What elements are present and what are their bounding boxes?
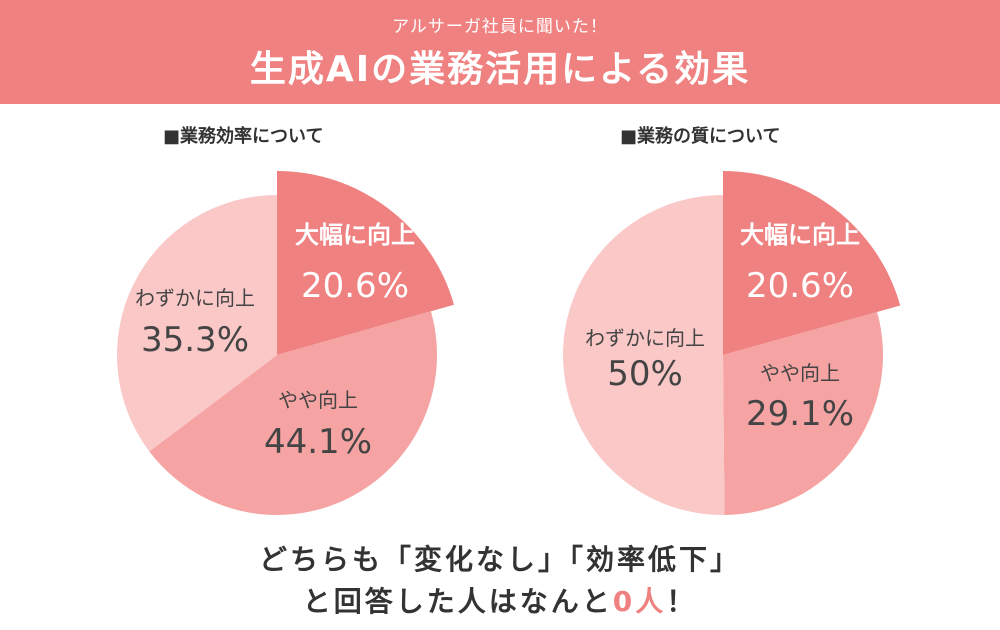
pie-value-label-1-1: 20.6% xyxy=(301,266,409,306)
footer-line-2-prefix: と回答した人はなんと xyxy=(302,585,613,618)
pie-value-label-1-3: 35.3% xyxy=(141,320,249,360)
pie-category-label-1-2: やや向上 xyxy=(278,388,358,412)
pie-category-label-2-2: やや向上 xyxy=(760,361,840,385)
chart-title-quality: ■業務の質について xyxy=(620,126,781,147)
footer-line-2: と回答した人はなんと0人！ xyxy=(0,580,1000,620)
pie-value-label-1-2: 44.1% xyxy=(264,422,372,462)
pie-value-label-2-1: 20.6% xyxy=(746,266,854,306)
pie-category-label-1-3: わずかに向上 xyxy=(135,286,255,310)
header-subtitle: アルサーガ社員に聞いた！ xyxy=(392,17,608,37)
pie-slice-2-1 xyxy=(723,171,901,355)
pie-category-label-1-1: 大幅に向上 xyxy=(295,221,415,249)
pie-slice-1-2 xyxy=(149,311,437,516)
pie-slice-1-1 xyxy=(277,171,455,355)
footer-line-2-suffix: ！ xyxy=(666,585,698,618)
pie-slice-2-3 xyxy=(563,195,725,515)
chart-title-efficiency: ■業務効率について xyxy=(163,126,324,147)
pie-value-label-2-2: 29.1% xyxy=(746,394,854,434)
footer-highlight-zero: 0人 xyxy=(612,585,667,618)
pie-slice-2-2 xyxy=(723,311,883,515)
pie-value-label-2-3: 50% xyxy=(607,354,683,394)
header-title: 生成AIの業務活用による効果 xyxy=(249,49,751,90)
pie-category-label-2-3: わずかに向上 xyxy=(585,326,705,350)
pie-slice-1-3 xyxy=(117,195,278,452)
pie-category-label-2-1: 大幅に向上 xyxy=(740,221,860,249)
header-banner: アルサーガ社員に聞いた！ 生成AIの業務活用による効果 xyxy=(0,0,1000,104)
footer-line-1: どちらも「変化なし」「効率低下」 xyxy=(258,543,741,576)
